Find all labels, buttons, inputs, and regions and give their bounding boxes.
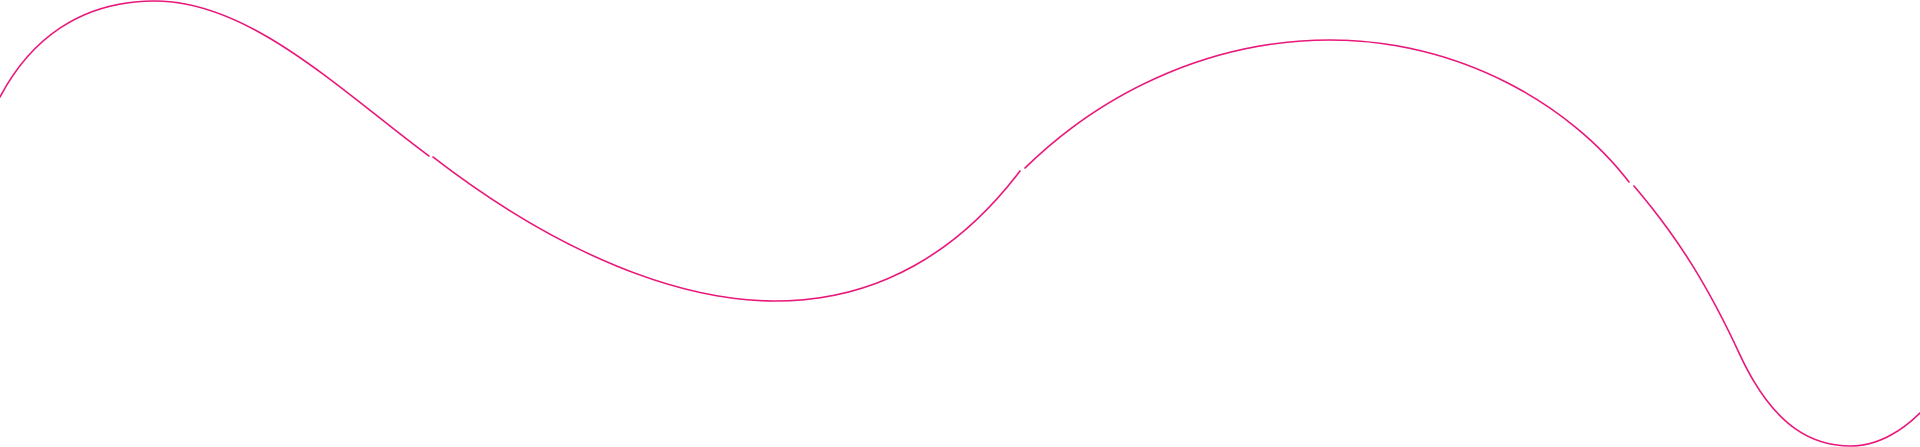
wave-segment-3 xyxy=(1024,39,1630,183)
wave-segment-2 xyxy=(432,156,1021,302)
wave-segment-1 xyxy=(0,0,430,157)
wave-segment-4 xyxy=(1633,185,1920,447)
